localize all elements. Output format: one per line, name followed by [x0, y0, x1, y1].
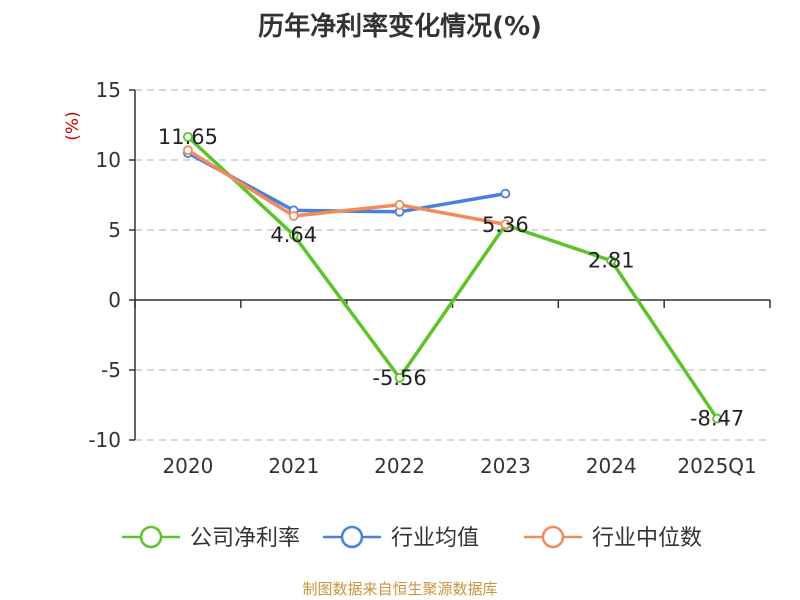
- x-tick-label: 2021: [268, 454, 319, 478]
- legend-label: 行业均值: [391, 526, 479, 551]
- x-tick-label: 2024: [586, 454, 637, 478]
- data-point: [183, 131, 193, 142]
- series-layer: [183, 131, 722, 424]
- x-tick-label: 2020: [162, 454, 213, 478]
- y-tick-label: -10: [88, 428, 121, 452]
- x-tick-label: 2022: [374, 454, 425, 478]
- legend-label: 行业中位数: [592, 526, 702, 551]
- y-tick-label: -5: [101, 358, 121, 382]
- y-tick-label: 15: [96, 78, 121, 102]
- x-tick-label: 2023: [480, 454, 531, 478]
- data-point: [183, 145, 193, 156]
- data-label: 5.36: [482, 213, 529, 237]
- data-label: 4.64: [270, 223, 317, 247]
- chart-title: 历年净利率变化情况(%): [258, 12, 542, 42]
- data-point: [712, 413, 722, 424]
- data-point: [500, 188, 511, 199]
- data-label: 11.65: [158, 125, 218, 149]
- data-label: -8.47: [690, 407, 744, 431]
- y-axis-label: (%): [63, 111, 83, 140]
- y-tick-label: 0: [108, 288, 121, 312]
- legend-label: 公司净利率: [190, 526, 300, 551]
- y-tick-label: 5: [108, 218, 121, 242]
- series-line-3: [186, 148, 506, 227]
- data-point: [288, 230, 299, 240]
- data-labels: 11.65 4.64 -5.56 5.36 2.81 -8.47: [158, 125, 744, 431]
- x-tick-label: 2025Q1: [677, 454, 756, 478]
- data-point: [288, 211, 299, 221]
- data-label: 2.81: [588, 249, 635, 273]
- data-point: [500, 219, 511, 230]
- data-point: [394, 372, 405, 383]
- data-label: -5.56: [372, 366, 426, 390]
- legend-swatch-marker: [340, 525, 364, 549]
- legend-swatch-marker: [139, 525, 163, 549]
- series-line-1: [186, 135, 719, 420]
- legend-swatch-marker: [541, 525, 565, 549]
- axes: 15 10 5 0 -5 -10 2020 2021 2022 2023 2024 2025Q1: [88, 78, 771, 478]
- grid-lines: [135, 89, 770, 441]
- data-point: [394, 199, 405, 210]
- source-footer: 制图数据来自恒生聚源数据库: [302, 580, 498, 598]
- legend: 公司净利率 行业均值 行业中位数: [122, 525, 702, 551]
- data-point: [606, 255, 617, 266]
- y-tick-label: 10: [96, 148, 121, 172]
